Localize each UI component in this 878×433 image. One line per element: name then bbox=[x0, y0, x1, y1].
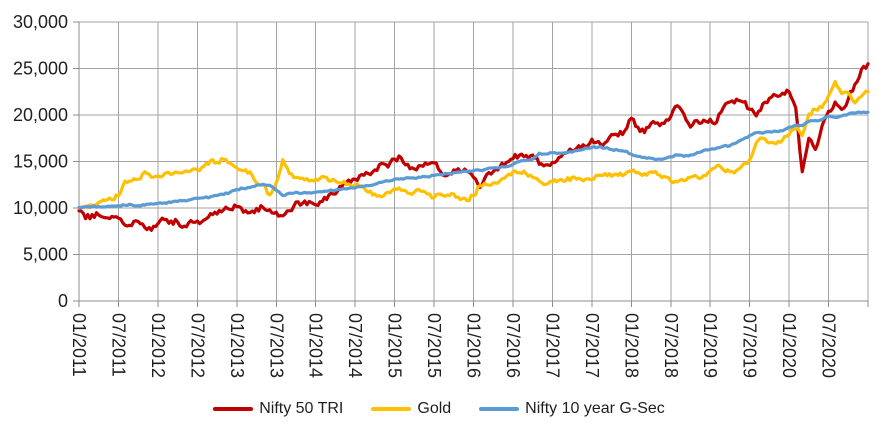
y-axis-label: 0 bbox=[58, 291, 68, 311]
gsec-label: Nifty 10 year G-Sec bbox=[525, 400, 665, 417]
y-axis-label: 10,000 bbox=[13, 198, 68, 218]
x-axis-label: 01/2013 bbox=[227, 313, 247, 378]
y-axis-label: 30,000 bbox=[13, 12, 68, 32]
series-line-nifty-50-tri bbox=[77, 62, 870, 232]
x-axis-label: 07/2013 bbox=[266, 313, 286, 378]
gold-label: Gold bbox=[417, 400, 452, 417]
x-axis-label: 01/2019 bbox=[700, 313, 720, 378]
x-axis-label: 01/2016 bbox=[464, 313, 484, 378]
x-axis-label: 01/2017 bbox=[542, 313, 562, 378]
legend-item-gsec: Nifty 10 year G-Sec bbox=[479, 400, 665, 418]
gsec-swatch bbox=[479, 406, 520, 412]
nifty-50-tri-swatch bbox=[213, 406, 254, 412]
gold-swatch bbox=[371, 406, 412, 412]
x-axis-label: 01/2018 bbox=[621, 313, 641, 378]
x-axis-label: 07/2016 bbox=[503, 313, 523, 378]
x-axis-label: 07/2020 bbox=[819, 313, 839, 378]
y-axis-label: 15,000 bbox=[13, 152, 68, 172]
series-line-gold bbox=[77, 79, 870, 210]
x-axis-label: 01/2014 bbox=[306, 313, 326, 378]
chart-legend: Nifty 50 TRI Gold Nifty 10 year G-Sec bbox=[0, 400, 878, 418]
y-axis-label: 25,000 bbox=[13, 59, 68, 79]
x-axis-label: 01/2012 bbox=[148, 313, 168, 378]
y-axis-label: 20,000 bbox=[13, 105, 68, 125]
x-axis-label: 01/2020 bbox=[779, 313, 799, 378]
x-axis-label: 07/2017 bbox=[582, 313, 602, 378]
series-line-nifty-10-year-g-sec bbox=[77, 110, 870, 210]
x-axis-label: 01/2015 bbox=[385, 313, 405, 378]
x-axis-label: 01/2011 bbox=[69, 313, 89, 377]
x-axis-label: 07/2019 bbox=[740, 313, 760, 378]
x-axis-label: 07/2012 bbox=[187, 313, 207, 378]
legend-item-gold: Gold bbox=[371, 400, 451, 418]
legend-item-nifty-50-tri: Nifty 50 TRI bbox=[213, 400, 343, 418]
x-axis-label: 07/2015 bbox=[424, 313, 444, 378]
y-axis-label: 5,000 bbox=[23, 245, 68, 265]
x-axis-label: 07/2014 bbox=[345, 313, 365, 378]
x-axis-label: 07/2018 bbox=[661, 313, 681, 378]
x-axis-label: 07/2011 bbox=[108, 313, 128, 377]
nifty-50-tri-label: Nifty 50 TRI bbox=[259, 400, 344, 417]
